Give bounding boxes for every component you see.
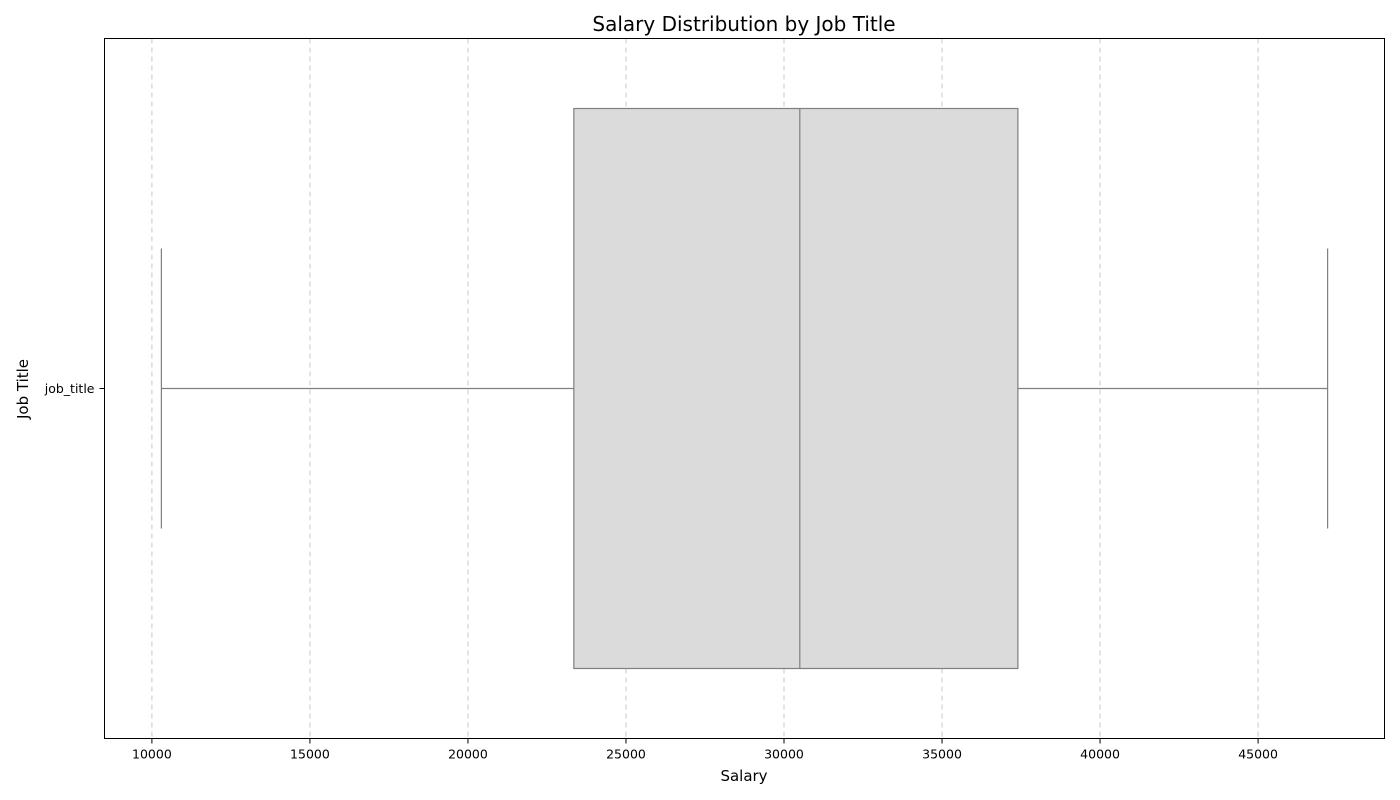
x-tick-label: 40000 [1080,747,1120,762]
x-axis-ticks: 10000 15000 20000 25000 30000 35000 40000 45000 [132,738,1278,762]
y-axis-ticks: job_title [44,381,105,396]
x-axis-label: Salary [720,767,767,785]
y-axis-label: Job Title [14,359,32,420]
x-tick-label: 30000 [764,747,804,762]
x-tick-label: 10000 [132,747,172,762]
x-tick-label: 45000 [1238,747,1278,762]
x-tick-label: 25000 [606,747,646,762]
x-tick-label: 35000 [922,747,962,762]
chart-title: Salary Distribution by Job Title [592,12,895,36]
x-tick-label: 20000 [448,747,488,762]
y-tick-label: job_title [44,381,95,396]
box-iqr [573,107,1019,670]
box-series [160,107,1329,670]
x-tick-label: 15000 [290,747,330,762]
